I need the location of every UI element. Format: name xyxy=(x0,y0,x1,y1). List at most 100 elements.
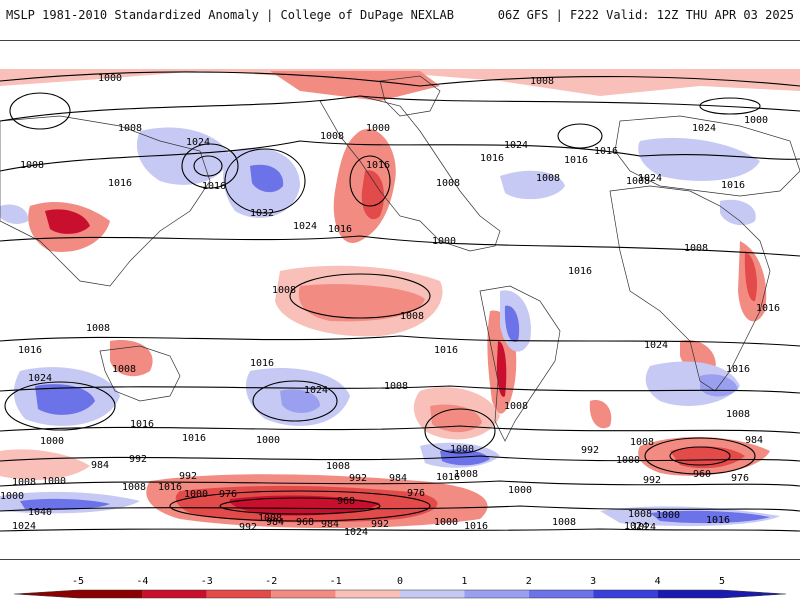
isobar-label: 1000 xyxy=(42,476,66,487)
isobar-label: 1008 xyxy=(628,509,652,520)
isobar-label: 1008 xyxy=(326,461,350,472)
isobar-label: 1016 xyxy=(564,155,588,166)
isobar-label: 984 xyxy=(321,519,339,530)
map-panel: 1000 1008 1000 1008 1016 1008 1016 1024 1016 1032… xyxy=(0,40,800,560)
isobar-label: 1008 xyxy=(12,477,36,488)
isobar-label: 1008 xyxy=(384,381,408,392)
colorbar-segment xyxy=(206,590,272,598)
isobar-label: 1016 xyxy=(366,160,390,171)
colorbar-segment xyxy=(464,590,529,598)
isobar-label: 992 xyxy=(643,475,661,486)
isobar-label: 1016 xyxy=(434,345,458,356)
isobar-label: 1016 xyxy=(436,472,460,483)
isobar-label: 1008 xyxy=(86,323,110,334)
isobar-label: 1016 xyxy=(594,146,618,157)
isobar-label: 984 xyxy=(91,460,109,471)
isobar-label: 1024 xyxy=(344,527,368,538)
isobar-label: 1016 xyxy=(706,515,730,526)
colorbar-tick-label: 2 xyxy=(526,576,532,587)
isobar-label: 1000 xyxy=(98,73,122,84)
colorbar-arrow-low xyxy=(14,590,78,598)
isobar-label: 1008 xyxy=(536,173,560,184)
isobar-label: 1000 xyxy=(0,491,24,502)
isobar-label: 976 xyxy=(219,489,237,500)
colorbar-outline xyxy=(13,589,787,599)
isobar-label: 1008 xyxy=(122,482,146,493)
colorbar-tick-label: 4 xyxy=(655,576,661,587)
isobar-label: 1008 xyxy=(320,131,344,142)
isobar-label: 1016 xyxy=(756,303,780,314)
isobar-label: 1016 xyxy=(108,178,132,189)
isobar-label: 976 xyxy=(731,473,749,484)
isobar-label: 1000 xyxy=(40,436,64,447)
isobar-label: 1000 xyxy=(256,435,280,446)
isobar-label: 1024 xyxy=(293,221,317,232)
colorbar-segment xyxy=(142,590,207,598)
colorbar-segment xyxy=(593,590,658,598)
colorbar-tick-label: 0 xyxy=(397,576,403,587)
isobar-label: 960 xyxy=(693,469,711,480)
colorbar-tick-label: -2 xyxy=(265,576,277,587)
isobar-label: 1024 xyxy=(504,140,528,151)
isobar-label: 1000 xyxy=(432,236,456,247)
valid-time: 06Z GFS | F222 Valid: 12Z THU APR 03 202… xyxy=(497,8,794,22)
colorbar-segment xyxy=(528,590,594,598)
isobar-label: 976 xyxy=(407,488,425,499)
isobar-label: 1024 xyxy=(304,385,328,396)
coastlines xyxy=(0,75,800,442)
isobar-label: 992 xyxy=(349,473,367,484)
colorbar-tick-label: 1 xyxy=(461,576,467,587)
colorbar-scale: -5 -4 -3 -2 -1 0 1 2 3 4 5 xyxy=(13,576,787,599)
isobar-label: 992 xyxy=(371,519,389,530)
isobar-label: 992 xyxy=(129,454,147,465)
isobar-label: 984 xyxy=(266,517,284,528)
colorbar-segment xyxy=(78,590,143,598)
colorbar-segment xyxy=(400,590,465,598)
isobar-label: 1000 xyxy=(184,489,208,500)
isobar-label: 1000 xyxy=(434,517,458,528)
isobar-label: 1008 xyxy=(530,76,554,87)
isobar-label: 1008 xyxy=(112,364,136,375)
isobar-label: 1016 xyxy=(568,266,592,277)
isobar-label: 968 xyxy=(337,496,355,507)
isobar-label: 1040 xyxy=(28,507,52,518)
isobar-label: 1008 xyxy=(630,437,654,448)
isobar-label: 1008 xyxy=(400,311,424,322)
colorbar-tick-label: 5 xyxy=(719,576,725,587)
colorbar-tick-label: -3 xyxy=(201,576,213,587)
isobar-label: 1016 xyxy=(464,521,488,532)
isobar-label: 1016 xyxy=(328,224,352,235)
isobar-label: 1000 xyxy=(366,123,390,134)
isobar-label: 992 xyxy=(179,471,197,482)
colorbar-ticks: -5 -4 -3 -2 -1 0 1 2 3 4 5 xyxy=(72,576,725,587)
isobar-label: 1008 xyxy=(552,517,576,528)
map-title: MSLP 1981-2010 Standardized Anomaly | Co… xyxy=(6,8,454,22)
isobar-label: 984 xyxy=(389,473,407,484)
isobar-label: 1016 xyxy=(158,482,182,493)
isobar-label: 1024 xyxy=(692,123,716,134)
colorbar-segment xyxy=(271,590,336,598)
isobar-label: 992 xyxy=(581,445,599,456)
isobar-label: 1016 xyxy=(250,358,274,369)
isobar-label: 1000 xyxy=(616,455,640,466)
isobar-label: 1024 xyxy=(632,522,656,533)
header: MSLP 1981-2010 Standardized Anomaly | Co… xyxy=(0,0,800,30)
isobar-label: 1016 xyxy=(130,419,154,430)
isobar-label: 1008 xyxy=(454,469,478,480)
isobar-label: 1008 xyxy=(626,176,650,187)
isobar-label: 1000 xyxy=(744,115,768,126)
colorbar-tick-label: -5 xyxy=(72,576,84,587)
colorbar-tick-label: -1 xyxy=(330,576,342,587)
isobar-label: 1008 xyxy=(504,401,528,412)
colorbar-segment xyxy=(657,590,722,598)
colorbar-swatches xyxy=(13,589,787,599)
isobar-label: 1016 xyxy=(480,153,504,164)
isobar-label: 1008 xyxy=(272,285,296,296)
isobar-label: 1008 xyxy=(258,513,282,524)
isobar-label: 1008 xyxy=(118,123,142,134)
isobar-label: 1008 xyxy=(684,243,708,254)
isobar-label: 1000 xyxy=(508,485,532,496)
isobar-label: 968 xyxy=(296,517,314,528)
